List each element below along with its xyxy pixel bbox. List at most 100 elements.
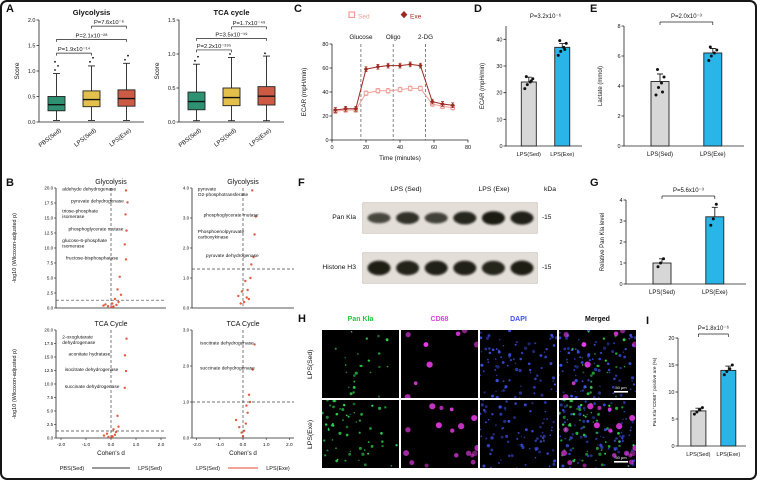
svg-text:-2.0: -2.0 xyxy=(192,442,201,448)
svg-text:aconitate hydratase: aconitate hydratase xyxy=(69,351,111,357)
svg-text:-2.0: -2.0 xyxy=(57,442,66,448)
svg-text:TCA Cycle: TCA Cycle xyxy=(94,321,127,328)
panel-label-i: I xyxy=(646,315,650,327)
glycolysis-box-plot: Glycolysis Score 0.0 0.5 1.0 1.5 2.0 PBS(Sed) LP… xyxy=(14,8,144,149)
wb-group-label-sed: LPS (Sed) xyxy=(390,186,422,193)
if-image-sed-dapi xyxy=(480,330,557,398)
svg-text:LPS(Exe): LPS(Exe) xyxy=(702,290,728,296)
panel-h: H Pan Kla CD68 DAPI Merged LPS(Sed) LPS(… xyxy=(298,314,646,478)
svg-text:3: 3 xyxy=(619,219,622,225)
svg-text:isomerase: isomerase xyxy=(62,214,84,220)
svg-text:1.5: 1.5 xyxy=(168,18,176,24)
svg-text:P=2.1x10⁻²⁸: P=2.1x10⁻²⁸ xyxy=(75,32,108,39)
svg-text:Exe: Exe xyxy=(410,14,422,21)
svg-text:10: 10 xyxy=(496,117,502,123)
panel-label-g: G xyxy=(590,177,599,189)
svg-text:4: 4 xyxy=(617,84,620,90)
svg-text:30: 30 xyxy=(496,64,502,70)
svg-text:10.0: 10.0 xyxy=(44,382,53,387)
svg-text:0: 0 xyxy=(619,282,622,288)
svg-text:40: 40 xyxy=(322,90,328,96)
svg-text:P=3.5x10⁻¹⁹: P=3.5x10⁻¹⁹ xyxy=(215,31,248,38)
ecar-bar-chart: 0 10 20 30 40 ECAR (mpH/min) LPS(Sed) LPS(Exe) P… xyxy=(480,13,582,158)
if-row-label-exe: LPS(Exe) xyxy=(307,419,314,449)
svg-text:15.0: 15.0 xyxy=(44,216,53,221)
svg-text:2.0: 2.0 xyxy=(183,364,190,369)
wb-group-label-exe: LPS (Exe) xyxy=(478,186,510,193)
svg-text:Cohen's d: Cohen's d xyxy=(97,450,125,457)
positive-area-bar-chart: 0 5 10 15 20 Pan Kla⁺CD68⁺ positive are (%) LP… xyxy=(652,325,746,458)
svg-text:1.0: 1.0 xyxy=(183,400,190,405)
wb-blot-h3 xyxy=(362,252,538,284)
svg-text:2: 2 xyxy=(619,240,622,246)
svg-text:6: 6 xyxy=(617,54,620,60)
svg-text:Glycolysis: Glycolysis xyxy=(227,179,259,186)
svg-text:0.0: 0.0 xyxy=(47,436,54,441)
svg-text:Oligo: Oligo xyxy=(386,34,401,41)
svg-text:phosphoglycerate mutase: phosphoglycerate mutase xyxy=(69,227,124,233)
svg-text:17.5: 17.5 xyxy=(44,341,53,346)
svg-text:80: 80 xyxy=(322,42,328,48)
svg-text:10.0: 10.0 xyxy=(44,246,53,251)
svg-text:Glycolysis: Glycolysis xyxy=(73,8,111,17)
if-column-header: Merged xyxy=(585,316,610,323)
svg-text:0: 0 xyxy=(499,144,502,150)
svg-text:5.0: 5.0 xyxy=(47,276,54,281)
svg-text:2: 2 xyxy=(617,114,620,120)
svg-text:0.5: 0.5 xyxy=(168,86,176,92)
svg-text:fructose-bisphosphatase: fructose-bisphosphatase xyxy=(66,255,119,261)
svg-text:0.0: 0.0 xyxy=(28,120,36,126)
panel-d: D 0 10 20 30 40 ECAR (mpH/min) LPS(Sed) LPS(Exe… xyxy=(474,4,590,176)
svg-text:80: 80 xyxy=(465,145,471,151)
panel-label-d: D xyxy=(474,3,482,15)
if-image-sed-cd68 xyxy=(401,330,478,398)
svg-text:4.0: 4.0 xyxy=(183,186,190,191)
svg-text:4: 4 xyxy=(619,198,622,204)
svg-text:LPS(Exe): LPS(Exe) xyxy=(700,152,726,158)
svg-text:3.0: 3.0 xyxy=(183,216,190,221)
svg-text:5.0: 5.0 xyxy=(47,409,54,414)
svg-text:60: 60 xyxy=(322,66,328,72)
svg-text:ECAR (mpH/min): ECAR (mpH/min) xyxy=(301,68,308,117)
tca-cycle-box-plot: TCA cycle Score 0.0 0.5 1.0 1.5 PBS(Sed) LPS(Se… xyxy=(154,8,284,149)
svg-text:7.5: 7.5 xyxy=(47,261,54,266)
svg-text:20: 20 xyxy=(322,114,328,120)
svg-text:isocitrate dehydrogenase: isocitrate dehydrogenase xyxy=(200,340,254,346)
panel-label-f: F xyxy=(298,177,305,189)
svg-text:P=1.8x10⁻⁶: P=1.8x10⁻⁶ xyxy=(698,325,730,332)
svg-text:15.0: 15.0 xyxy=(44,355,53,360)
svg-text:20.0: 20.0 xyxy=(44,186,53,191)
if-image-sed-merged: 50 μm xyxy=(559,330,636,398)
panel-label-a: A xyxy=(6,3,14,15)
svg-text:TCA cycle: TCA cycle xyxy=(214,8,250,17)
svg-text:0.0: 0.0 xyxy=(47,306,54,311)
svg-text:50 μm: 50 μm xyxy=(615,455,627,460)
svg-text:0.0: 0.0 xyxy=(168,120,176,126)
svg-text:LPS(Sed): LPS(Sed) xyxy=(74,128,98,149)
svg-text:LPS(Sed): LPS(Sed) xyxy=(138,466,162,472)
svg-text:1.0: 1.0 xyxy=(133,442,140,448)
svg-text:P=2.0x10⁻³: P=2.0x10⁻³ xyxy=(671,14,702,20)
wb-marker-pankla: -15 xyxy=(542,214,552,221)
svg-text:LPS(Sed): LPS(Sed) xyxy=(647,152,673,158)
svg-text:2.5: 2.5 xyxy=(47,291,54,296)
if-image-exe-pankla xyxy=(322,400,399,468)
panel-i: I 0 5 10 15 20 Pan Kla⁺CD68⁺ positive are (%)… xyxy=(646,316,755,478)
svg-text:50 μm: 50 μm xyxy=(615,385,627,390)
svg-text:LPS(Exe): LPS(Exe) xyxy=(550,152,574,158)
if-column-header: DAPI xyxy=(510,316,527,323)
svg-text:8: 8 xyxy=(617,24,620,30)
svg-text:phosphoglycerate mutase: phosphoglycerate mutase xyxy=(204,213,259,219)
svg-text:Glucose: Glucose xyxy=(349,34,373,41)
if-column-header: Pan Kla xyxy=(347,316,374,323)
svg-text:2.0: 2.0 xyxy=(183,246,190,251)
svg-text:2.0: 2.0 xyxy=(286,442,293,448)
svg-text:0: 0 xyxy=(325,138,328,144)
svg-text:PBS(Sed): PBS(Sed) xyxy=(60,466,85,472)
svg-text:1.5: 1.5 xyxy=(28,44,36,50)
svg-text:aldehyde dehydrogenase: aldehyde dehydrogenase xyxy=(62,186,116,192)
svg-text:Lactate (mmol): Lactate (mmol) xyxy=(598,66,604,106)
svg-text:0.0: 0.0 xyxy=(183,306,190,311)
ecar-timecourse-chart: Sed Exe Glucose Oligo 2-DG 0 20 40 60 80 0 20 40 60 80… xyxy=(301,11,471,162)
